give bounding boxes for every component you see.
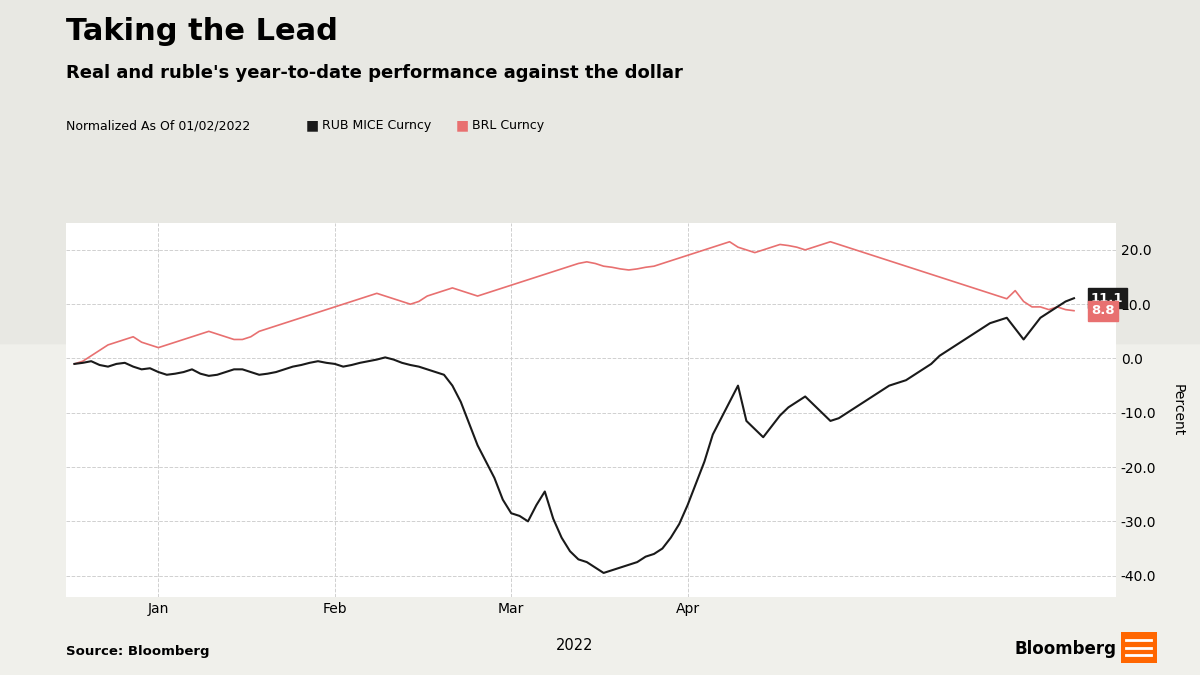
Text: Source: Bloomberg: Source: Bloomberg <box>66 645 210 658</box>
Text: RUB MICE Curncy: RUB MICE Curncy <box>322 119 431 132</box>
Text: ■: ■ <box>306 119 319 132</box>
Text: 2022: 2022 <box>556 638 593 653</box>
Text: 8.8: 8.8 <box>1091 304 1115 317</box>
Text: BRL Curncy: BRL Curncy <box>472 119 544 132</box>
Text: Normalized As Of 01/02/2022: Normalized As Of 01/02/2022 <box>66 119 251 132</box>
Text: 11.1: 11.1 <box>1091 292 1123 304</box>
Text: Bloomberg: Bloomberg <box>1014 640 1116 658</box>
Text: ■: ■ <box>456 119 469 132</box>
Y-axis label: Percent: Percent <box>1170 384 1184 436</box>
Text: Real and ruble's year-to-date performance against the dollar: Real and ruble's year-to-date performanc… <box>66 64 683 82</box>
Text: Taking the Lead: Taking the Lead <box>66 17 338 46</box>
